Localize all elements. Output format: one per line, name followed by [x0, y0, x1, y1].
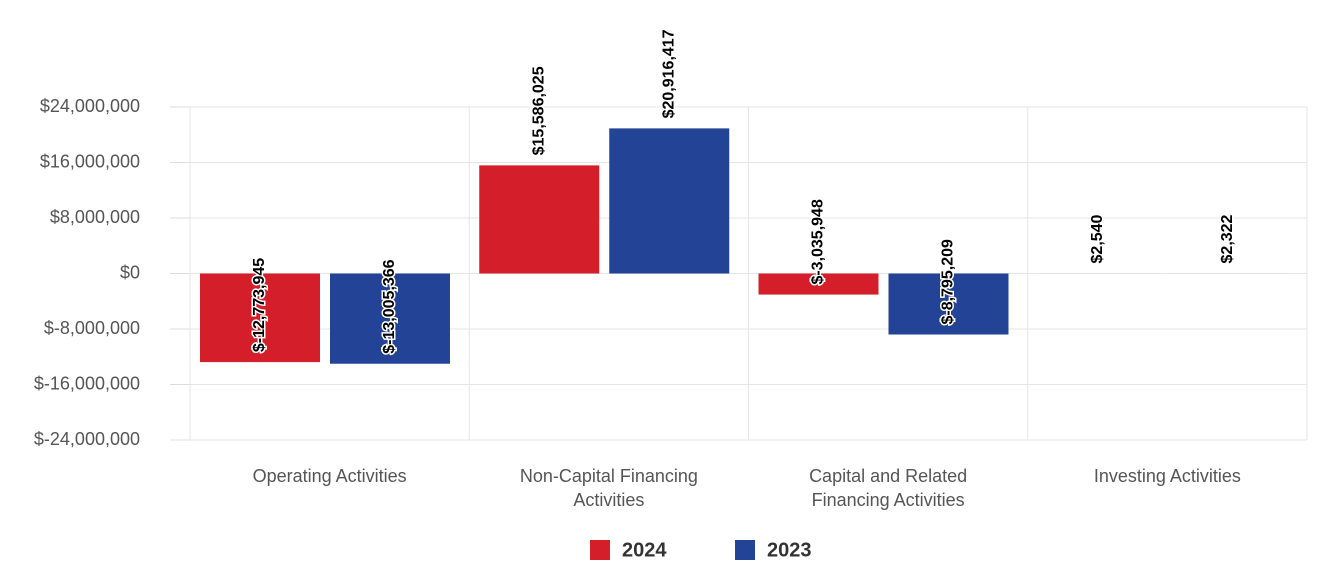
data-label: $-3,035,948	[810, 199, 827, 285]
bar	[200, 273, 320, 363]
legend-label: 2024	[622, 539, 667, 561]
bar	[479, 165, 600, 274]
legend-swatch	[590, 540, 610, 560]
x-tick-label: Capital and Related Financing Activities	[809, 466, 968, 510]
data-label: $2,322	[1219, 214, 1236, 263]
legend-label: 2023	[767, 539, 812, 561]
y-tick-label: $-8,000,000	[44, 318, 140, 338]
bar	[758, 273, 879, 295]
data-label: $20,916,417	[660, 29, 677, 118]
data-label: $-12,773,945	[251, 258, 268, 352]
legend-swatch	[735, 540, 755, 560]
y-tick-label: $0	[120, 262, 140, 282]
bar	[330, 273, 450, 364]
y-tick-label: $16,000,000	[40, 151, 140, 171]
x-tick-label: Non-Capital Financing Activities	[519, 466, 698, 510]
x-tick-label: Investing Activities	[1093, 466, 1241, 486]
x-tick-label: Operating Activities	[252, 466, 407, 486]
data-label: $-13,005,366	[381, 259, 398, 353]
data-label: $2,540	[1089, 214, 1106, 263]
y-tick-label: $-16,000,000	[34, 373, 140, 393]
y-tick-label: $24,000,000	[40, 96, 140, 116]
bar	[609, 128, 730, 274]
data-label: $-8,795,209	[940, 239, 957, 325]
y-tick-label: $-24,000,000	[34, 429, 140, 449]
data-label: $15,586,025	[530, 66, 547, 155]
bar	[888, 273, 1009, 335]
y-tick-label: $8,000,000	[50, 207, 140, 227]
